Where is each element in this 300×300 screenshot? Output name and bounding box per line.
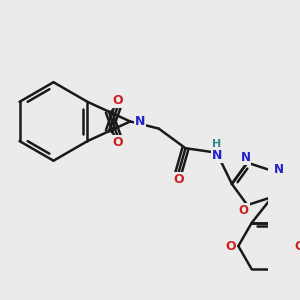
Text: N: N xyxy=(212,149,222,162)
Text: H: H xyxy=(212,139,221,149)
Text: O: O xyxy=(173,173,184,186)
Text: O: O xyxy=(112,136,123,149)
Text: O: O xyxy=(239,204,249,217)
Text: N: N xyxy=(274,163,284,176)
Text: O: O xyxy=(225,239,236,253)
Text: O: O xyxy=(295,239,300,253)
Text: O: O xyxy=(112,94,123,106)
Text: N: N xyxy=(241,151,250,164)
Text: N: N xyxy=(135,115,145,128)
